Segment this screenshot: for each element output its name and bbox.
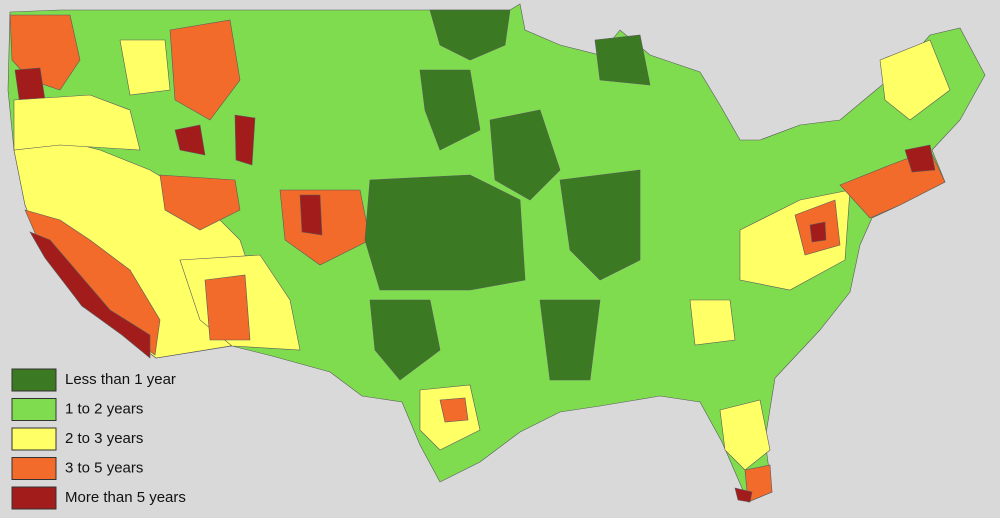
region bbox=[159, 174, 241, 231]
region bbox=[439, 397, 469, 423]
region bbox=[689, 299, 736, 346]
region bbox=[809, 221, 827, 243]
region bbox=[204, 274, 251, 341]
region bbox=[539, 299, 601, 381]
region bbox=[299, 194, 323, 236]
region bbox=[119, 39, 171, 96]
region bbox=[719, 399, 771, 471]
legend-swatch bbox=[11, 368, 57, 392]
legend-swatch bbox=[11, 427, 57, 451]
legend-label: 1 to 2 years bbox=[65, 400, 143, 417]
region bbox=[489, 109, 561, 201]
region bbox=[879, 39, 951, 121]
legend-swatch bbox=[11, 398, 57, 421]
region bbox=[369, 299, 441, 381]
legend-label: 2 to 3 years bbox=[65, 430, 143, 447]
legend-label: Less than 1 year bbox=[65, 371, 176, 388]
region bbox=[174, 124, 206, 156]
region bbox=[29, 231, 151, 359]
map-regions bbox=[7, 3, 986, 503]
region bbox=[13, 94, 141, 151]
legend: Less than 1 year 1 to 2 years 2 to 3 years… bbox=[11, 368, 186, 510]
region bbox=[594, 34, 651, 86]
legend-label: 3 to 5 years bbox=[65, 459, 143, 476]
region bbox=[429, 9, 511, 61]
region bbox=[734, 487, 753, 503]
region bbox=[234, 114, 256, 166]
legend-swatch bbox=[11, 457, 57, 480]
region bbox=[169, 19, 241, 121]
legend-swatch bbox=[11, 486, 57, 510]
legend-label: More than 5 years bbox=[65, 489, 186, 506]
region bbox=[904, 144, 936, 173]
region bbox=[559, 169, 641, 281]
region bbox=[419, 69, 481, 151]
region bbox=[364, 174, 526, 291]
